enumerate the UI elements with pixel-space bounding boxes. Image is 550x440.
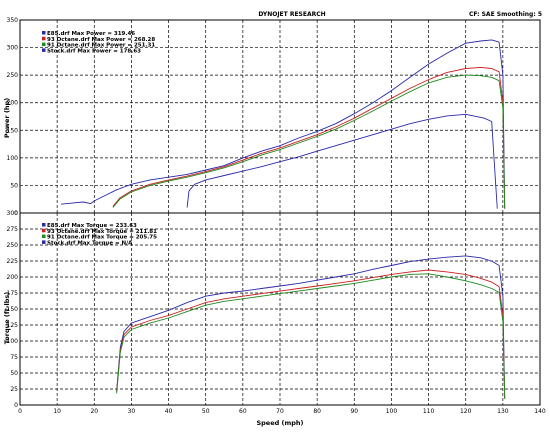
- x-tick-label: 40: [165, 408, 173, 415]
- series-line: [186, 113, 498, 209]
- series-line: [60, 39, 506, 209]
- legend-swatch: [42, 228, 46, 233]
- x-tick-label: 90: [350, 408, 358, 415]
- y-tick-label: 125: [7, 322, 19, 329]
- y-tick-label: 25: [10, 386, 18, 393]
- legend-entry: 93 Octane.drf Max Power = 268.28: [47, 37, 155, 43]
- x-tick-label: 110: [423, 408, 435, 415]
- y-tick-label: 0: [14, 402, 18, 409]
- x-tick-label: 80: [313, 408, 321, 415]
- y-tick-label: 350: [7, 17, 19, 24]
- y-tick-label: 150: [7, 306, 19, 313]
- x-tick-label: 120: [460, 408, 472, 415]
- legend-swatch: [42, 223, 46, 227]
- legend-swatch: [42, 31, 46, 35]
- x-axis-title: Speed (mph): [256, 419, 303, 427]
- legend-swatch: [42, 36, 46, 41]
- y-tick-label: 275: [7, 226, 19, 233]
- y-tick-label: 300: [7, 45, 19, 52]
- y-tick-label: 200: [7, 274, 19, 281]
- series-line: [116, 273, 506, 399]
- torque-y-axis-title: Torque (ft-lbs): [3, 292, 11, 345]
- series-line: [112, 66, 506, 209]
- series-line: [116, 255, 506, 399]
- series-line: [116, 269, 506, 399]
- x-tick-label: 140: [534, 408, 546, 415]
- power-panel: 0 50 100 150 200 250 300 350 E85.drf Max Power =…: [7, 17, 541, 217]
- y-tick-label: 150: [7, 127, 19, 134]
- x-tick-label: 0: [18, 408, 22, 415]
- x-tick-label: 100: [386, 408, 398, 415]
- y-tick-label: 225: [7, 258, 19, 265]
- y-tick-label: 0: [14, 210, 18, 217]
- y-tick-label: 250: [7, 72, 19, 79]
- x-tick-label: 70: [276, 408, 284, 415]
- y-tick-label: 75: [10, 354, 18, 361]
- x-tick-label: 30: [128, 408, 136, 415]
- chart-header-settings: CF: SAE Smoothing: 5: [469, 11, 542, 18]
- y-tick-label: 300: [7, 210, 19, 217]
- x-tick-label: 20: [90, 408, 98, 415]
- legend-entry: 93 Octane.drf Max Torque = 211.81: [47, 229, 157, 235]
- y-tick-label: 50: [10, 370, 18, 377]
- legend-swatch: [42, 42, 46, 47]
- chart-header-title: DYNOJET RESEARCH: [258, 11, 325, 18]
- y-tick-label: 100: [7, 338, 19, 345]
- legend-entry: E85.drf Max Power = 319.46: [47, 31, 135, 37]
- y-tick-label: 250: [7, 242, 19, 249]
- power-y-axis-title: Power (hp): [3, 98, 11, 138]
- x-tick-label: 10: [53, 408, 61, 415]
- y-tick-label: 200: [7, 100, 19, 107]
- y-tick-label: 50: [10, 182, 18, 189]
- x-tick-label: 130: [497, 408, 509, 415]
- legend-entry: Stock.drf Max Power = 178.63: [47, 48, 141, 54]
- legend-swatch: [42, 48, 46, 52]
- x-tick-label: 50: [202, 408, 210, 415]
- legend-entry: 91 Octane.drf Max Torque = 205.75: [47, 235, 157, 241]
- legend-swatch: [42, 234, 46, 239]
- y-tick-label: 100: [7, 155, 19, 162]
- legend-swatch: [42, 240, 46, 244]
- legend-entry: E85.drf Max Torque = 233.63: [47, 223, 137, 229]
- legend-entry: Stock.drf Max Torque = N/A: [47, 240, 133, 246]
- series-line: [112, 74, 506, 209]
- x-tick-label: 60: [239, 408, 247, 415]
- y-tick-label: 175: [7, 290, 19, 297]
- legend-entry: 91 Octane.drf Max Power = 251.31: [47, 43, 155, 49]
